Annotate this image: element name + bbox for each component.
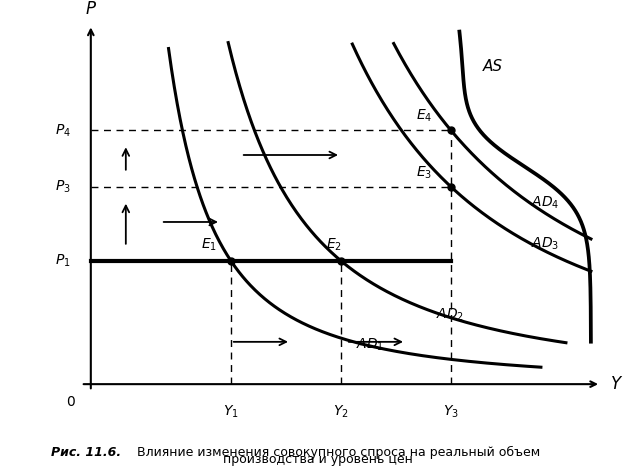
Text: $E_3$: $E_3$: [416, 164, 432, 180]
Text: P: P: [86, 0, 96, 18]
Text: $E_1$: $E_1$: [201, 236, 217, 253]
Text: $Y_3$: $Y_3$: [443, 404, 459, 420]
Text: $P_3$: $P_3$: [55, 178, 71, 195]
Text: AS: AS: [483, 59, 502, 75]
Text: Рис. 11.6.: Рис. 11.6.: [51, 446, 121, 459]
Text: $P_1$: $P_1$: [55, 253, 71, 269]
Text: производства и уровень цен: производства и уровень цен: [222, 452, 413, 466]
Text: $P_4$: $P_4$: [55, 122, 71, 138]
Text: Влияние изменения совокупного спроса на реальный объем: Влияние изменения совокупного спроса на …: [133, 446, 540, 459]
Text: $E_4$: $E_4$: [416, 108, 432, 124]
Text: $Y_2$: $Y_2$: [333, 404, 349, 420]
Text: $AD_2$: $AD_2$: [436, 306, 464, 322]
Text: $AD_1$: $AD_1$: [356, 336, 384, 353]
Text: $E_2$: $E_2$: [326, 236, 342, 253]
Text: Y: Y: [611, 375, 621, 393]
Text: $AD_4$: $AD_4$: [531, 195, 559, 211]
Text: $AD_3$: $AD_3$: [531, 236, 559, 252]
Text: $Y_1$: $Y_1$: [223, 404, 239, 420]
Text: 0: 0: [67, 395, 75, 409]
